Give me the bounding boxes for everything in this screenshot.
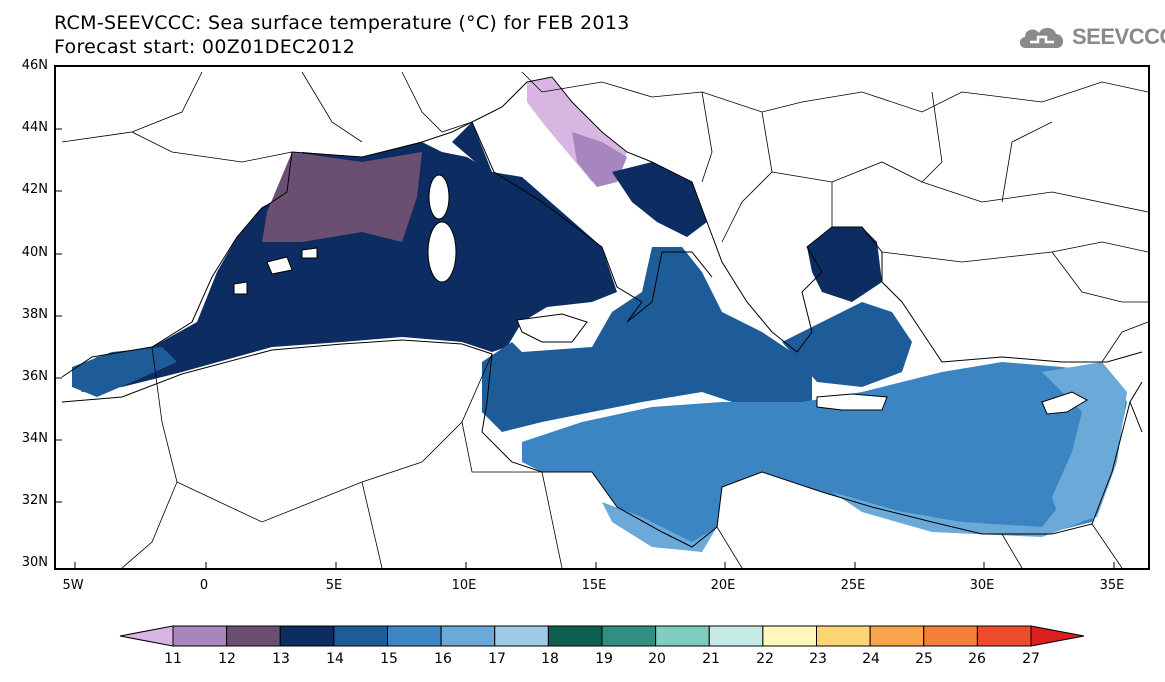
sea-region-aegean-south [782,302,912,387]
colorbar-box [333,625,388,647]
cloud-logo-icon [1019,27,1064,48]
lat-label-44n: 44N [21,120,48,135]
lon-label-20e: 20E [710,578,736,593]
colorbar-label-19: 19 [595,651,613,667]
title-line-2: Forecast start: 00Z01DEC2012 [54,36,356,58]
colorbar-label-25: 25 [915,651,933,667]
lon-label-0: 0 [199,578,209,593]
colorbar-box [976,625,1032,647]
colorbar-label-18: 18 [541,651,559,667]
lat-label-40n: 40N [21,245,48,260]
island-ibiza [233,281,248,295]
colorbar-label-23: 23 [809,651,827,667]
island-sicily [516,313,588,343]
colorbar-box [172,625,228,647]
sea-region-tyrrhenian [452,122,602,247]
colorbar-label-27: 27 [1022,651,1040,667]
axis-ticks [56,128,1115,568]
lat-label-34n: 34N [21,431,48,446]
island-mallorca [266,256,293,275]
lon-label-10e: 10E [451,578,477,593]
sea-region-levantine-warm-east [1042,362,1127,527]
sea-region-levantine [522,362,1127,547]
colorbar-label-21: 21 [702,651,720,667]
lon-label-5e: 5E [325,578,343,593]
colorbar-label-22: 22 [756,651,774,667]
colorbar-label-11: 11 [164,651,182,667]
sea-region-western-basin [72,142,617,392]
colorbar-box [708,625,764,647]
colorbar-label-20: 20 [648,651,666,667]
lat-label-38n: 38N [21,307,48,322]
lat-label-36n: 36N [21,369,48,384]
colorbar-box [655,625,710,647]
colorbar-box [387,625,442,647]
colorbar-arrow-low [119,625,174,647]
lat-label-30n: 30N [21,555,48,570]
colorbar-label-12: 12 [218,651,236,667]
colorbar-label-14: 14 [326,651,344,667]
island-corsica [428,174,450,220]
sea-region-gulf-of-lion [262,152,422,242]
colorbar-label-15: 15 [380,651,398,667]
colorbar-box [816,625,871,647]
sst-map [54,65,1150,570]
colorbar-box [440,625,496,647]
coastlines [61,76,1143,548]
colorbar-box [601,625,657,647]
colorbar-box [923,625,978,647]
colorbar-label-16: 16 [434,651,452,667]
lon-label-15e: 15E [581,578,607,593]
sea-region-alboran [72,347,177,397]
colorbar-label-26: 26 [968,651,986,667]
lon-label-25e: 25E [840,578,866,593]
colorbar-label-17: 17 [488,651,506,667]
island-crete [816,393,888,411]
sea-region-adriatic-south [612,162,707,237]
lat-label-32n: 32N [21,493,48,508]
island-cyprus [1041,391,1089,415]
lon-label-35e: 35E [1099,578,1125,593]
island-sardinia [427,221,457,283]
title-line-1: RCM-SEEVCCC: Sea surface temperature (°C… [54,12,630,34]
colorbar-label-24: 24 [862,651,880,667]
lon-label-5w: 5W [62,578,84,593]
lat-label-42n: 42N [21,182,48,197]
colorbar-arrow-high [1030,625,1085,647]
colorbar-box [226,625,281,647]
sst-map-canvas [56,71,1148,568]
colorbar-box [869,625,925,647]
lat-label-46n: 46N [21,58,48,73]
colorbar-box [494,625,549,647]
sea-region-ionian [482,247,812,432]
colorbar-box [762,625,817,647]
sea-region-aegean [807,227,882,302]
logo-text: SEEVCCC [1072,24,1165,49]
colorbar-box [547,625,603,647]
colorbar-label-13: 13 [272,651,290,667]
seevccc-logo: SEEVCCC [1016,22,1165,52]
country-borders [61,71,1148,568]
sea-region-egyptian-coast [832,492,1082,537]
island-menorca [301,247,318,259]
lon-label-30e: 30E [969,578,995,593]
colorbar-box [279,625,335,647]
